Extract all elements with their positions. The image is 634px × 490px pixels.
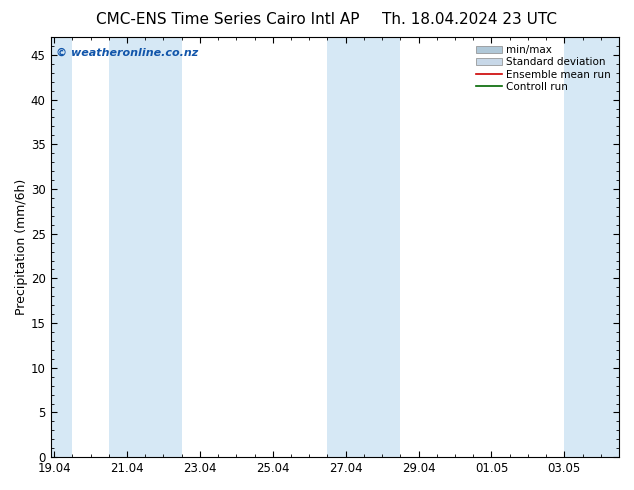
Bar bbox=[109, 37, 182, 457]
Text: © weatheronline.co.nz: © weatheronline.co.nz bbox=[56, 48, 198, 57]
Y-axis label: Precipitation (mm/6h): Precipitation (mm/6h) bbox=[15, 179, 28, 315]
Text: CMC-ENS Time Series Cairo Intl AP: CMC-ENS Time Series Cairo Intl AP bbox=[96, 12, 360, 27]
Bar bbox=[51, 37, 72, 457]
Legend: min/max, Standard deviation, Ensemble mean run, Controll run: min/max, Standard deviation, Ensemble me… bbox=[472, 42, 614, 95]
Bar bbox=[564, 37, 619, 457]
Bar bbox=[328, 37, 400, 457]
Text: Th. 18.04.2024 23 UTC: Th. 18.04.2024 23 UTC bbox=[382, 12, 557, 27]
